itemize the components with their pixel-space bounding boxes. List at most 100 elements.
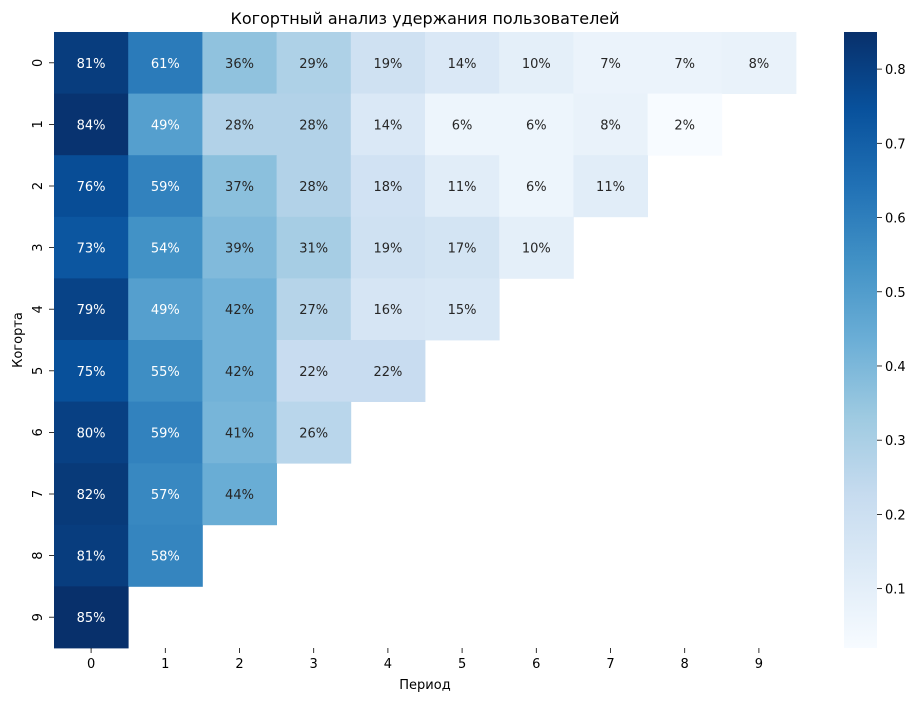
heatmap-cell-r6-c0 — [54, 401, 129, 464]
chart-title: Когортный анализ удержания пользователей — [230, 9, 619, 28]
heatmap-cell-r4-c1 — [128, 278, 203, 341]
heatmap-cell-r0-c1 — [128, 32, 203, 94]
cell-label-r1-c1: 49% — [151, 118, 180, 133]
y-tick-label-3: 3 — [31, 243, 46, 251]
heatmap-cell-r4-c4 — [350, 278, 426, 341]
heatmap-cell-r3-c3 — [276, 216, 352, 279]
heatmap-cell-r1-c2 — [202, 93, 277, 156]
heatmap-cell-r5-c0 — [54, 340, 129, 402]
heatmap-cell-r2-c3 — [276, 155, 352, 218]
y-tick-label-0: 0 — [31, 59, 46, 67]
cell-label-r3-c3: 31% — [299, 242, 328, 257]
colorbar-tick-label-0: 0.1 — [885, 583, 906, 598]
cell-label-r0-c7: 7% — [600, 57, 621, 72]
heatmap-cell-r5-c4 — [350, 340, 426, 402]
heatmap-cell-r4-c5 — [425, 278, 500, 341]
cell-label-r3-c4: 19% — [373, 242, 402, 257]
cell-label-r1-c2: 28% — [225, 118, 254, 133]
heatmap-cell-r7-c2 — [202, 463, 277, 526]
colorbar-tick-label-6: 0.7 — [885, 137, 906, 152]
colorbar-tick-label-1: 0.2 — [885, 508, 906, 523]
y-tick-label-4: 4 — [31, 305, 46, 313]
heatmap-cells: 81% 61% 36% 29% 19% 14% 10% 7% 7% 8% 84% 49% 28% 28% 1… — [54, 32, 797, 649]
heatmap-cell-r0-c0 — [54, 32, 129, 94]
heatmap-cell-r5-c1 — [128, 340, 203, 402]
x-axis-label: Период — [399, 678, 450, 693]
cell-label-r0-c6: 10% — [522, 57, 551, 72]
heatmap-cell-r1-c6 — [499, 93, 574, 156]
heatmap-cell-r0-c8 — [647, 32, 723, 94]
heatmap-cell-r6-c1 — [128, 401, 203, 464]
heatmap-cell-r2-c4 — [350, 155, 426, 218]
heatmap-cell-r0-c2 — [202, 32, 277, 94]
colorbar-tick-label-3: 0.4 — [885, 360, 906, 375]
x-tick-label-7: 7 — [606, 657, 614, 672]
cell-label-r3-c2: 39% — [225, 242, 254, 257]
heatmap-cell-r3-c5 — [425, 216, 500, 279]
cell-label-r1-c0: 84% — [77, 118, 106, 133]
y-tick-label-5: 5 — [31, 367, 46, 375]
heatmap-cell-r2-c1 — [128, 155, 203, 218]
colorbar-tick-label-2: 0.3 — [885, 434, 906, 449]
cell-label-r1-c5: 6% — [452, 118, 473, 133]
x-tick-label-8: 8 — [681, 657, 689, 672]
y-tick-label-6: 6 — [31, 428, 46, 436]
heatmap-cell-r5-c3 — [276, 340, 352, 402]
cell-label-r1-c6: 6% — [526, 118, 547, 133]
x-tick-label-6: 6 — [532, 657, 540, 672]
cell-label-r3-c1: 54% — [151, 242, 180, 257]
cell-label-r3-c6: 10% — [522, 242, 551, 257]
heatmap-cell-r6-c2 — [202, 401, 277, 464]
cell-label-r8-c1: 58% — [151, 550, 180, 565]
heatmap-cell-r0-c3 — [276, 32, 352, 94]
x-tick-label-1: 1 — [161, 657, 169, 672]
cell-label-r6-c3: 26% — [299, 426, 328, 441]
cell-label-r0-c5: 14% — [448, 57, 477, 72]
heatmap-cell-r8-c1 — [128, 524, 203, 587]
x-tick-label-2: 2 — [235, 657, 243, 672]
colorbar-tick-label-5: 0.6 — [885, 212, 906, 227]
y-tick-label-2: 2 — [31, 182, 46, 190]
heatmap-cell-r1-c4 — [350, 93, 426, 156]
heatmap-cell-r7-c0 — [54, 463, 129, 526]
cell-label-r6-c1: 59% — [151, 426, 180, 441]
cell-label-r2-c3: 28% — [299, 180, 328, 195]
cell-label-r0-c0: 81% — [77, 57, 106, 72]
cell-label-r3-c5: 17% — [448, 242, 477, 257]
cell-label-r1-c3: 28% — [299, 118, 328, 133]
heatmap-cell-r0-c6 — [499, 32, 574, 94]
cell-label-r5-c1: 55% — [151, 365, 180, 380]
cell-label-r3-c0: 73% — [77, 242, 106, 257]
x-axis: 0 1 2 3 4 5 6 7 8 9 — [87, 648, 763, 672]
heatmap-cell-r0-c5 — [425, 32, 500, 94]
y-tick-label-7: 7 — [31, 490, 46, 498]
cell-label-r4-c3: 27% — [299, 303, 328, 318]
colorbar-tick-label-7: 0.8 — [885, 63, 906, 78]
heatmap-cell-r6-c3 — [276, 401, 352, 464]
cell-label-r6-c2: 41% — [225, 426, 254, 441]
cell-label-r2-c7: 11% — [596, 180, 625, 195]
cell-label-r2-c4: 18% — [373, 180, 402, 195]
heatmap-cell-r2-c0 — [54, 155, 129, 218]
y-axis: 0 1 2 3 4 5 6 7 8 9 — [31, 59, 54, 621]
cell-label-r5-c4: 22% — [373, 365, 402, 380]
y-tick-label-9: 9 — [31, 613, 46, 621]
cell-label-r6-c0: 80% — [77, 426, 106, 441]
heatmap-cell-r9-c0 — [54, 586, 129, 649]
heatmap-cell-r8-c0 — [54, 524, 129, 587]
cell-label-r0-c1: 61% — [151, 57, 180, 72]
x-tick-label-3: 3 — [310, 657, 318, 672]
cell-label-r7-c1: 57% — [151, 488, 180, 503]
heatmap-cell-r3-c0 — [54, 216, 129, 279]
cell-label-r0-c4: 19% — [373, 57, 402, 72]
heatmap-cell-r3-c4 — [350, 216, 426, 279]
heatmap-cell-r4-c2 — [202, 278, 277, 341]
heatmap-cell-r2-c7 — [573, 155, 648, 218]
cell-label-r8-c0: 81% — [77, 550, 106, 565]
heatmap-cell-r3-c2 — [202, 216, 277, 279]
cell-label-r9-c0: 85% — [77, 611, 106, 626]
heatmap-cell-r4-c3 — [276, 278, 352, 341]
colorbar-ticks: 0.1 0.2 0.3 0.4 0.5 0.6 0.7 0.8 — [877, 63, 906, 598]
